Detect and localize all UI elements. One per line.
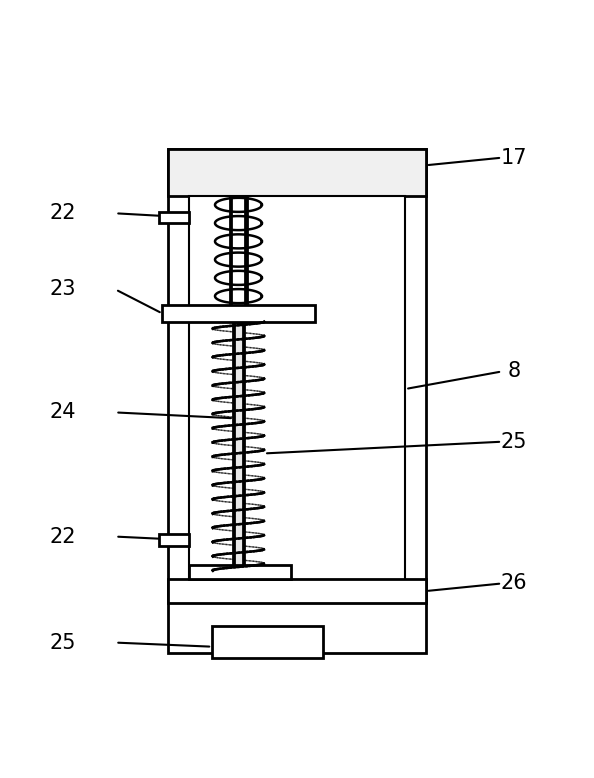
Bar [168,149,426,196]
Text: 22: 22 [49,527,76,547]
Text: 22: 22 [49,203,76,223]
Bar [168,580,426,603]
Text: 23: 23 [49,279,76,300]
Text: 26: 26 [500,573,527,594]
Bar [168,149,426,653]
Bar [162,305,315,321]
Text: 25: 25 [501,432,527,452]
Text: 25: 25 [49,633,76,653]
Text: 17: 17 [501,148,527,168]
Bar [189,565,291,580]
Bar [159,534,189,546]
Text: 8: 8 [507,362,520,381]
Bar [159,212,189,223]
Bar [234,321,243,580]
Text: 24: 24 [49,402,76,422]
Bar [189,196,405,603]
Bar [212,626,323,658]
